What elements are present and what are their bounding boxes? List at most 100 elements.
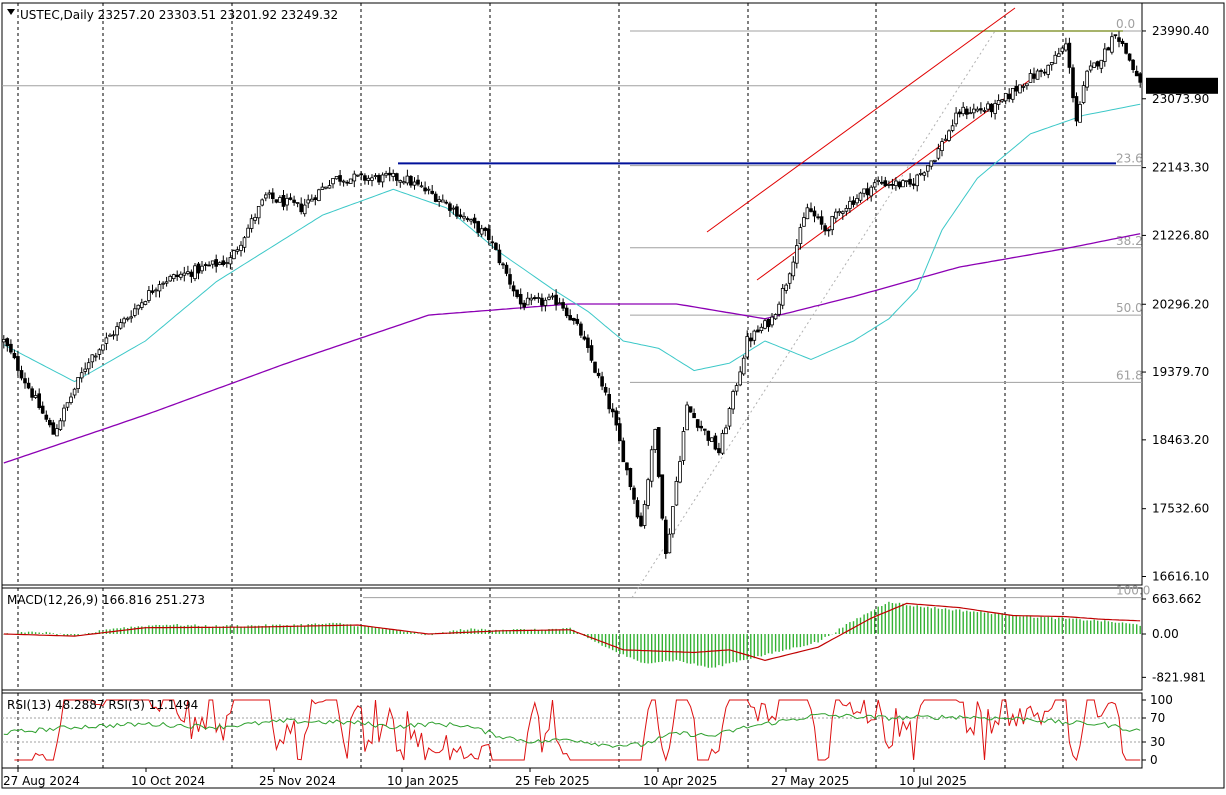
candle-body	[9, 343, 13, 353]
candle-body	[472, 217, 477, 224]
candle-body	[444, 201, 449, 204]
candle-body	[1095, 61, 1100, 67]
candle-body	[90, 354, 95, 363]
candle-body	[132, 308, 137, 316]
candle-body	[766, 318, 771, 328]
candle-body	[671, 506, 675, 535]
candle-body	[1035, 70, 1040, 80]
rsi-axis-label: 70	[1150, 711, 1165, 725]
candle-body	[65, 402, 70, 408]
candle-body	[16, 356, 20, 371]
macd-axis-label: 663.662	[1152, 592, 1202, 606]
candle-body	[419, 185, 424, 188]
candle-body	[717, 448, 721, 454]
candle-body	[564, 307, 569, 317]
candle-body	[515, 289, 519, 297]
date-axis-label: 10 Jan 2025	[387, 774, 459, 788]
candle-body	[954, 112, 958, 125]
price-axis-label: 21226.80	[1152, 228, 1209, 242]
candle-body	[529, 297, 534, 301]
candle-body	[837, 210, 842, 214]
candle-body	[178, 273, 183, 278]
candle-body	[1064, 43, 1068, 51]
candle-body	[887, 183, 891, 186]
candle-body	[621, 440, 626, 463]
candle-body	[221, 260, 226, 265]
candle-body	[341, 180, 346, 183]
candle-body	[118, 322, 123, 329]
candle-body	[193, 265, 197, 279]
candle-body	[490, 241, 495, 244]
candle-body	[398, 180, 403, 183]
candle-body	[557, 302, 562, 305]
macd-axis-label: 0.00	[1152, 627, 1179, 641]
candle-body	[518, 293, 523, 305]
candle-body	[883, 180, 888, 187]
candle-body	[458, 214, 463, 217]
candle-body	[965, 108, 969, 115]
candle-body	[667, 533, 672, 554]
candle-body	[26, 382, 31, 389]
fib-trend-line	[631, 30, 996, 598]
price-axis-label: 23990.40	[1152, 24, 1209, 38]
candle-body	[745, 336, 749, 358]
candle-body	[377, 174, 381, 183]
candle-body	[610, 408, 615, 413]
candle-body	[210, 260, 215, 265]
candle-body	[632, 487, 636, 500]
candle-body	[182, 272, 187, 276]
candle-body	[423, 187, 427, 192]
candle-body	[288, 197, 293, 200]
candle-body	[1021, 86, 1026, 88]
candle-body	[961, 106, 965, 115]
candle-body	[1046, 64, 1051, 75]
candle-body	[302, 204, 307, 215]
candle-body	[738, 371, 742, 386]
price-axis-label: 20296.20	[1152, 297, 1209, 311]
candle-body	[2, 338, 6, 343]
candle-body	[115, 326, 119, 336]
price-axis-label: 22143.30	[1152, 161, 1209, 175]
candle-body	[869, 186, 873, 197]
candle-body	[486, 228, 491, 240]
price-axis-label: 19379.70	[1152, 365, 1209, 379]
candle-body	[589, 345, 594, 361]
candle-body	[1074, 96, 1079, 122]
ma-fast-line	[3, 103, 1141, 383]
candle-body	[922, 172, 927, 176]
candle-body	[649, 449, 654, 482]
candle-body	[1014, 86, 1019, 92]
candle-body	[122, 318, 126, 324]
candle-body	[547, 296, 551, 300]
candle-body	[1081, 85, 1086, 103]
pane-frame	[1, 2, 1143, 586]
candle-body	[334, 175, 339, 180]
candle-body	[69, 396, 73, 403]
candle-body	[989, 103, 994, 113]
candle-body	[1039, 70, 1043, 72]
candle-body	[380, 174, 385, 183]
candle-body	[136, 304, 141, 310]
candle-body	[625, 462, 629, 471]
candle-body	[1113, 34, 1118, 37]
candle-body	[784, 284, 788, 291]
candle-body	[554, 294, 558, 305]
candle-body	[1060, 47, 1065, 52]
candle-body	[58, 420, 63, 430]
current-price-badge	[1146, 77, 1218, 94]
candle-body	[224, 262, 229, 264]
candle-body	[607, 393, 611, 410]
candle-body	[501, 263, 505, 266]
rsi-label: RSI(13) 48.2887 RSI(3) 11.1494	[7, 698, 198, 712]
candle-body	[773, 314, 778, 320]
candle-body	[805, 207, 810, 220]
candle-body	[809, 208, 813, 212]
candle-body	[147, 290, 151, 301]
candle-body	[476, 221, 480, 233]
candle-body	[366, 177, 371, 181]
candle-body	[324, 186, 328, 189]
candle-body	[865, 188, 870, 196]
candle-body	[320, 186, 325, 190]
candle-body	[780, 287, 785, 306]
candle-body	[540, 297, 544, 306]
